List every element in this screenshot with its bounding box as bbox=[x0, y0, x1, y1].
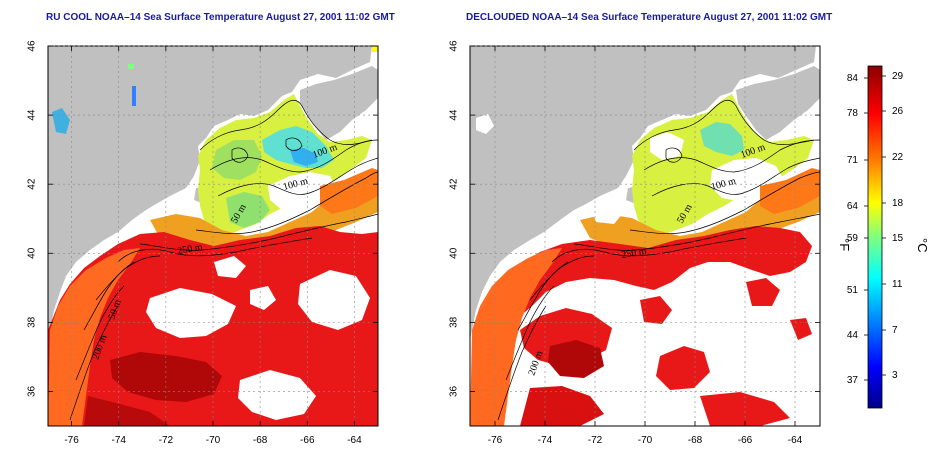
right-lat-tick-label: 46 bbox=[449, 40, 460, 52]
celsius-tick-label: 3 bbox=[892, 370, 898, 381]
right-coastal-orange-strip bbox=[470, 248, 562, 426]
right-lon-tick-label: -76 bbox=[488, 435, 503, 446]
fahrenheit-tick-label: 64 bbox=[847, 201, 859, 212]
right-lon-tick-label: -66 bbox=[738, 435, 753, 446]
right-shelf-white-cloud bbox=[590, 202, 624, 224]
right-map-ticks: -76 -74 -72 -70 -68 -66 -64 46 44 42 40 38 36 bbox=[449, 40, 820, 446]
bathymetry-contours bbox=[69, 99, 378, 421]
cloud-gap-center bbox=[146, 288, 236, 338]
right-ne-land-patch bbox=[760, 96, 794, 126]
left-lon-tick-label: -66 bbox=[300, 435, 315, 446]
cloud-gap-east bbox=[298, 270, 370, 330]
left-lon-tick-label: -70 bbox=[206, 435, 221, 446]
left-contour-label-4: 250 m bbox=[177, 242, 204, 257]
left-lat-tick-label: 36 bbox=[27, 385, 38, 397]
right-gulf-cyan-patch bbox=[700, 122, 744, 156]
cloud-gap-north bbox=[214, 256, 246, 278]
right-lat-tick-label: 44 bbox=[449, 109, 460, 121]
coastal-orange-strip bbox=[48, 248, 140, 426]
right-map-title: DECLOUDED NOAA–14 Sea Surface Temperatur… bbox=[466, 12, 833, 23]
right-map-panel: 100 m 100 m 50 m 250 m 200 m -76 -74 -72 -7… bbox=[449, 40, 821, 446]
cloud-gap-southeast bbox=[238, 370, 316, 420]
right-lat-tick-label: 38 bbox=[449, 316, 460, 328]
right-lon-tick-label: -68 bbox=[688, 435, 703, 446]
colorbar: 84 78 71 64 59 51 44 37 29 26 22 18 15 11 7 3 °F °C bbox=[837, 65, 930, 409]
celsius-tick-label: 15 bbox=[892, 233, 904, 244]
right-southeast-red-blob bbox=[656, 346, 710, 390]
georges-green bbox=[226, 192, 270, 228]
right-lat-tick-label: 40 bbox=[449, 247, 460, 259]
left-map-panel: 100 m 100 m 50 m 250 m 50 m 200 m -76 -74… bbox=[27, 40, 379, 446]
left-lat-tick-label: 44 bbox=[27, 109, 38, 121]
right-south-red-strip bbox=[700, 392, 790, 426]
colorbar-gradient bbox=[867, 65, 883, 409]
right-land-mass bbox=[470, 46, 816, 340]
fahrenheit-tick-label: 44 bbox=[847, 330, 859, 341]
left-lat-tick-label: 46 bbox=[27, 40, 38, 52]
celsius-tick-label: 7 bbox=[892, 325, 898, 336]
right-east-small-fragment bbox=[790, 318, 812, 340]
celsius-unit-label: °C bbox=[915, 238, 930, 253]
left-map-grid bbox=[48, 45, 378, 426]
right-lon-tick-label: -72 bbox=[588, 435, 603, 446]
celsius-tick-label: 22 bbox=[892, 152, 904, 163]
fahrenheit-tick-label: 84 bbox=[847, 73, 859, 84]
celsius-tick-label: 26 bbox=[892, 106, 904, 117]
fahrenheit-tick-label: 78 bbox=[847, 108, 859, 119]
land-mass bbox=[48, 46, 372, 340]
nw-fragment-blue bbox=[132, 86, 136, 106]
colorbar-ticks: 84 78 71 64 59 51 44 37 29 26 22 18 15 11 7 3 bbox=[847, 71, 904, 386]
left-lat-tick-label: 42 bbox=[27, 178, 38, 190]
left-lon-tick-label: -72 bbox=[159, 435, 174, 446]
left-map-ticks: -76 -74 -72 -70 -68 -66 -64 46 44 42 40 38 36 bbox=[27, 40, 378, 446]
right-gulf-white-gap-2 bbox=[650, 132, 684, 160]
dark-red-patch-southwest bbox=[84, 396, 170, 426]
gulf-blue-patch bbox=[290, 148, 318, 166]
fahrenheit-tick-label: 51 bbox=[847, 285, 859, 296]
right-east-red-fragment bbox=[746, 278, 780, 306]
fahrenheit-tick-label: 59 bbox=[847, 233, 859, 244]
right-nw-white-patch bbox=[476, 114, 494, 134]
left-lon-tick-label: -76 bbox=[64, 435, 79, 446]
left-map-title: RU COOL NOAA–14 Sea Surface Temperature … bbox=[46, 12, 395, 23]
fahrenheit-tick-label: 71 bbox=[847, 155, 859, 166]
left-lon-tick-label: -64 bbox=[347, 435, 362, 446]
gulf-green-patch bbox=[212, 140, 262, 180]
celsius-tick-label: 11 bbox=[892, 279, 903, 290]
fahrenheit-unit-label: °F bbox=[837, 238, 852, 251]
right-lon-tick-label: -70 bbox=[638, 435, 653, 446]
left-lat-tick-label: 38 bbox=[27, 316, 38, 328]
right-dark-red-patch bbox=[548, 340, 604, 378]
nova-scotia-land bbox=[300, 66, 378, 140]
fahrenheit-tick-label: 37 bbox=[847, 375, 859, 386]
left-lon-tick-label: -74 bbox=[111, 435, 126, 446]
left-lon-tick-label: -68 bbox=[253, 435, 268, 446]
ne-corner-yellow bbox=[372, 46, 378, 52]
right-northeast-warm-streak bbox=[760, 168, 820, 214]
left-lat-tick-label: 40 bbox=[27, 247, 38, 259]
right-center-red-fragment bbox=[640, 296, 672, 324]
right-lat-tick-label: 36 bbox=[449, 385, 460, 397]
celsius-tick-label: 29 bbox=[892, 71, 904, 82]
cloud-gap-mid bbox=[250, 286, 276, 310]
celsius-tick-label: 18 bbox=[892, 198, 904, 209]
right-southwest-red-blob bbox=[520, 386, 604, 426]
right-lat-tick-label: 42 bbox=[449, 178, 460, 190]
right-lon-tick-label: -64 bbox=[788, 435, 803, 446]
nw-fragment-cyan bbox=[52, 108, 70, 134]
nw-fragment-green bbox=[128, 64, 134, 69]
right-bathymetry-contours bbox=[497, 99, 820, 421]
right-contour-label-4: 250 m bbox=[621, 246, 648, 261]
right-lon-tick-label: -74 bbox=[538, 435, 553, 446]
